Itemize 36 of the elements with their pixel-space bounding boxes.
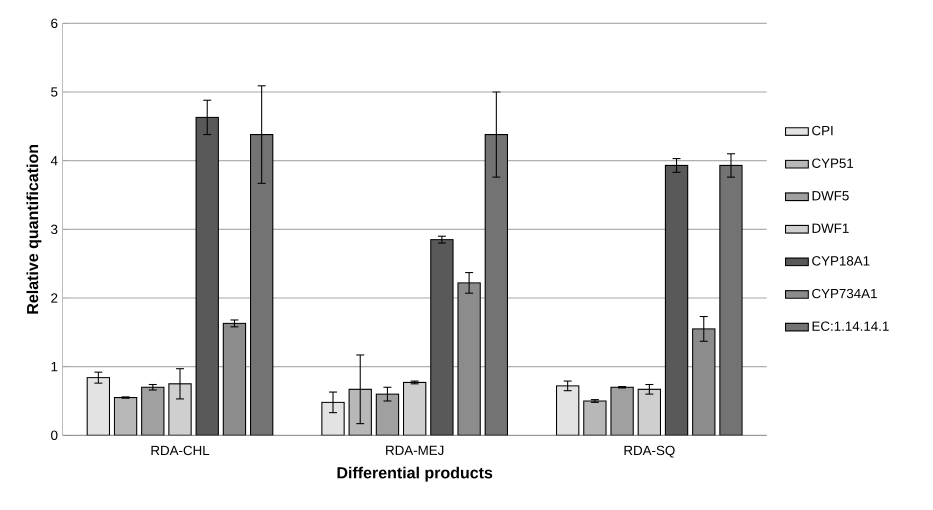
x-axis-title: Differential products (338, 466, 492, 482)
bar (556, 385, 580, 436)
legend-label: DWF1 (812, 224, 849, 233)
bar (430, 239, 454, 436)
bar (114, 397, 138, 436)
bar (402, 382, 426, 436)
bar (86, 377, 110, 436)
y-tick-label: 3 (51, 224, 58, 234)
legend-label: CPI (812, 126, 832, 136)
x-tick-label: RDA-SQ (624, 446, 675, 458)
y-tick-label: 5 (51, 87, 58, 97)
y-tick-label: 6 (51, 18, 58, 28)
legend-label: CYP734A1 (812, 288, 877, 298)
bar (583, 400, 607, 436)
x-tick-label: RDA-MEJ (386, 446, 444, 456)
bar (664, 164, 688, 436)
bar (719, 164, 743, 436)
bar (321, 402, 345, 436)
bar (196, 116, 219, 436)
legend-label: CYP51 (812, 158, 854, 168)
bar (222, 322, 246, 436)
legend-label: EC:1.14.14.1 (812, 321, 889, 331)
bar (168, 383, 192, 436)
y-tick-label: 1 (52, 362, 58, 372)
bar (692, 328, 716, 436)
y-tick-label: 0 (51, 430, 58, 440)
bar (457, 282, 481, 436)
x-tick-label: RDA-CHL (151, 446, 210, 456)
legend-label: DWF5 (812, 191, 849, 200)
y-axis-title: Relative quantification (26, 144, 42, 314)
legend-label: CYP18A1 (812, 256, 870, 266)
bar (638, 388, 662, 436)
bar (250, 134, 274, 436)
bar (484, 134, 508, 436)
y-tick-label: 4 (50, 156, 58, 166)
y-tick-label: 2 (51, 293, 58, 303)
